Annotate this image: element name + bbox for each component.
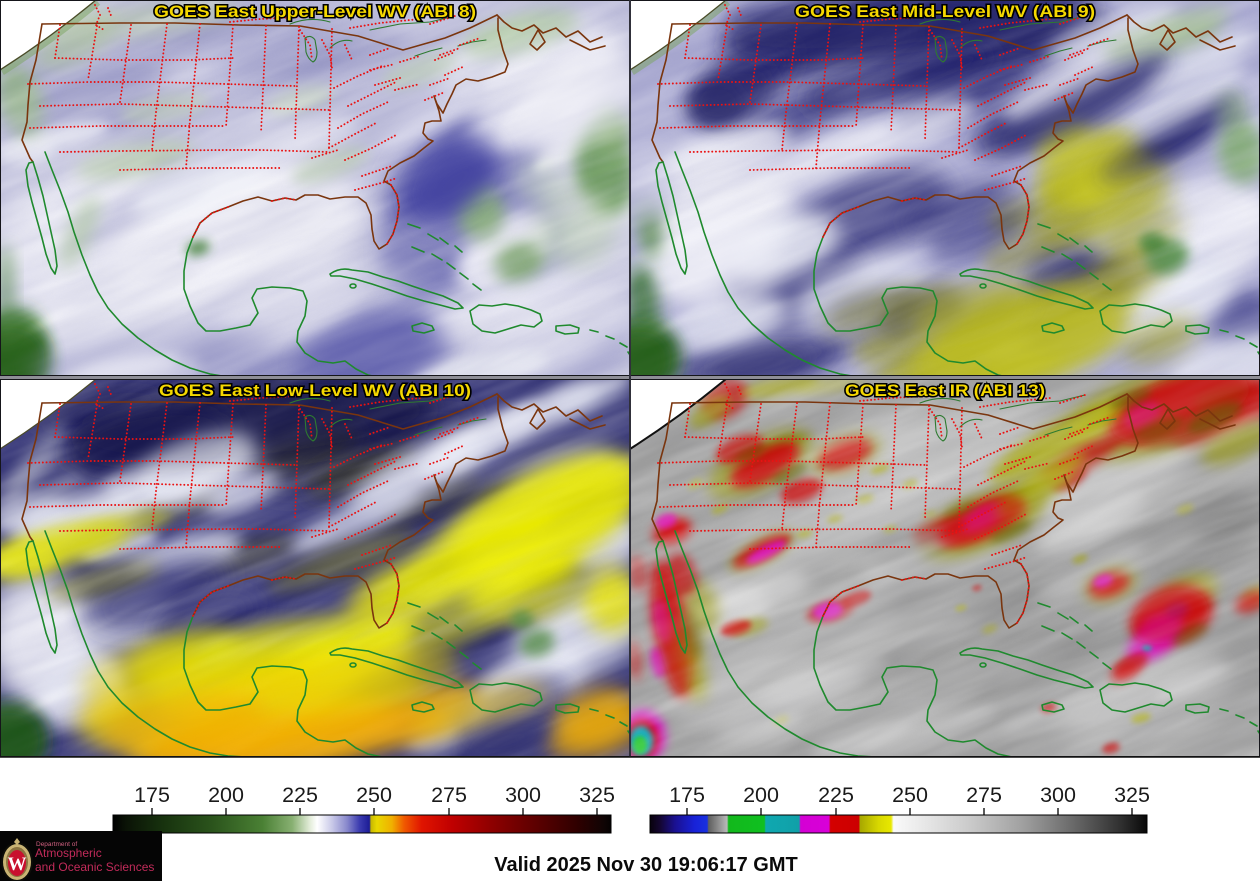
svg-text:GOES East Low-Level WV (ABI 10: GOES East Low-Level WV (ABI 10) [159,381,471,400]
svg-text:200: 200 [743,783,779,807]
svg-text:175: 175 [134,783,170,807]
svg-text:300: 300 [1040,783,1076,807]
svg-text:250: 250 [892,783,928,807]
svg-text:Valid 2025 Nov 30 19:06:17 GMT: Valid 2025 Nov 30 19:06:17 GMT [494,854,798,876]
svg-text:GOES East Upper-Level WV (ABI: GOES East Upper-Level WV (ABI 8) [154,2,476,21]
svg-text:175: 175 [669,783,705,807]
svg-text:225: 225 [818,783,854,807]
svg-text:275: 275 [431,783,467,807]
svg-text:300: 300 [505,783,541,807]
svg-text:Department of: Department of [36,841,77,848]
svg-text:250: 250 [356,783,392,807]
svg-text:GOES East IR (ABI 13): GOES East IR (ABI 13) [845,381,1045,400]
svg-text:225: 225 [282,783,318,807]
svg-text:275: 275 [966,783,1002,807]
svg-text:325: 325 [1114,783,1150,807]
svg-text:Atmospheric: Atmospheric [35,846,102,860]
svg-text:200: 200 [208,783,244,807]
svg-text:GOES East Mid-Level WV (ABI 9): GOES East Mid-Level WV (ABI 9) [795,2,1095,21]
svg-text:325: 325 [579,783,615,807]
svg-text:and Oceanic Sciences: and Oceanic Sciences [35,860,154,874]
svg-text:W: W [8,854,27,875]
